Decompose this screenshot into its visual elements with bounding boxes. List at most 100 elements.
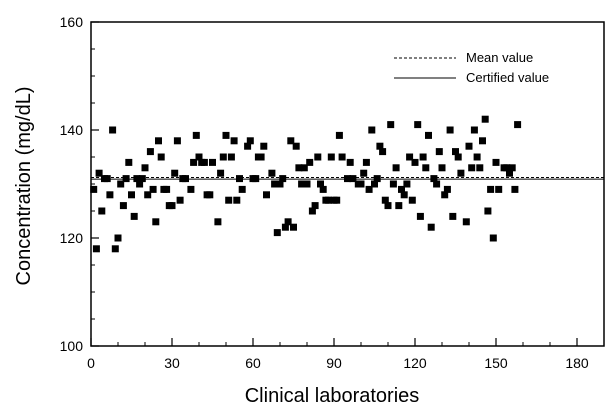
data-point <box>454 153 462 161</box>
data-point <box>365 185 373 193</box>
data-point <box>157 153 165 161</box>
data-point <box>376 142 384 150</box>
y-tick-label: 140 <box>60 122 84 138</box>
data-point <box>271 180 279 188</box>
data-point <box>109 126 117 134</box>
x-tick-label: 30 <box>164 355 180 371</box>
data-point <box>468 164 476 172</box>
data-point <box>295 164 303 172</box>
data-point <box>236 175 243 183</box>
data-point <box>125 158 133 166</box>
data-point <box>144 191 152 199</box>
data-point <box>122 175 130 183</box>
data-point <box>182 175 189 183</box>
x-tick-label: 90 <box>326 355 342 371</box>
data-point <box>171 169 179 177</box>
data-point <box>133 175 141 183</box>
data-point <box>338 153 346 161</box>
data-point <box>263 191 270 199</box>
y-tick-label: 100 <box>60 338 84 354</box>
data-point <box>300 164 308 172</box>
legend-certified-label: Certified value <box>466 70 549 85</box>
data-point <box>481 115 489 123</box>
data-point <box>138 175 146 183</box>
data-point <box>168 202 176 210</box>
data-point <box>308 207 316 215</box>
data-point <box>206 191 214 199</box>
data-point <box>111 245 119 253</box>
x-tick-label: 0 <box>87 355 95 371</box>
data-point <box>192 131 200 139</box>
data-point <box>117 180 125 188</box>
data-point <box>379 148 387 156</box>
data-point <box>176 196 184 204</box>
data-point <box>335 131 343 139</box>
data-point <box>257 153 265 161</box>
data-point <box>268 169 276 177</box>
data-point <box>511 185 519 193</box>
data-point <box>506 169 513 177</box>
data-point <box>438 164 446 172</box>
data-point <box>443 185 451 193</box>
data-point <box>403 180 411 188</box>
data-point <box>441 191 449 199</box>
data-point <box>284 218 292 226</box>
data-point <box>106 191 114 199</box>
data-point <box>287 137 295 145</box>
data-point <box>357 180 365 188</box>
data-point <box>303 180 311 188</box>
data-point <box>479 137 486 145</box>
data-point <box>141 164 149 172</box>
data-point <box>360 169 368 177</box>
data-point <box>314 153 322 161</box>
data-point <box>130 212 138 220</box>
data-point <box>384 202 392 210</box>
data-point <box>333 196 341 204</box>
x-tick-label: 60 <box>245 355 261 371</box>
data-point <box>319 185 327 193</box>
data-point <box>187 185 195 193</box>
y-axis-title: Concentration (mg/dL) <box>13 87 35 286</box>
data-point <box>362 158 370 166</box>
y-tick-label: 120 <box>60 230 84 246</box>
data-point <box>425 131 432 139</box>
data-point <box>252 175 260 183</box>
data-point <box>214 218 222 226</box>
data-point <box>427 223 435 231</box>
data-point <box>503 164 511 172</box>
data-point <box>222 131 230 139</box>
data-point <box>317 180 324 188</box>
data-point <box>128 191 135 199</box>
data-point <box>152 218 160 226</box>
data-point <box>95 169 103 177</box>
data-point <box>219 153 227 161</box>
data-point <box>473 153 481 161</box>
data-point <box>419 153 427 161</box>
data-point <box>306 158 314 166</box>
data-point <box>119 202 127 210</box>
data-point <box>414 121 422 129</box>
data-point <box>281 223 289 231</box>
data-point <box>200 158 208 166</box>
data-point <box>389 180 397 188</box>
data-point <box>325 196 333 204</box>
data-point <box>273 229 281 237</box>
data-point <box>435 148 443 156</box>
data-point <box>233 196 241 204</box>
data-point <box>508 164 516 172</box>
data-point <box>230 137 238 145</box>
data-point <box>114 234 122 242</box>
data-point <box>279 175 287 183</box>
data-point <box>371 180 378 188</box>
data-point <box>400 191 408 199</box>
data-point <box>381 196 389 204</box>
data-point <box>195 153 203 161</box>
data-point <box>387 121 395 129</box>
data-point <box>465 142 473 150</box>
data-point <box>225 196 233 204</box>
data-point <box>173 137 181 145</box>
data-point <box>311 202 319 210</box>
data-point <box>406 153 414 161</box>
data-point <box>430 175 438 183</box>
data-point <box>368 126 376 134</box>
